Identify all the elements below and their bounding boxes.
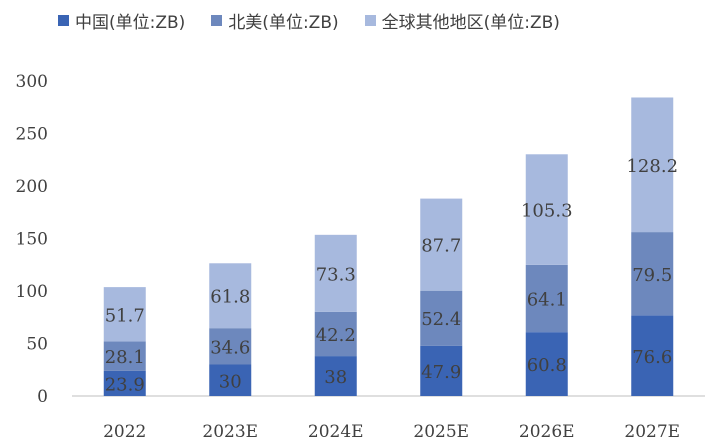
data-label: 23.9 (105, 374, 145, 395)
data-label: 87.7 (421, 236, 461, 257)
data-label: 79.5 (632, 265, 672, 286)
legend-item-north-america: 北美(单位:ZB) (211, 8, 339, 33)
legend-label-rest-of-world: 全球其他地区(单位:ZB) (381, 13, 560, 33)
legend-label-china: 中国(单位:ZB) (75, 13, 186, 33)
data-label: 128.2 (626, 156, 678, 177)
bar-segment (525, 264, 568, 333)
bar-segment (314, 311, 357, 357)
y-tick-label: 200 (16, 177, 48, 197)
bar-segment (209, 328, 252, 365)
chart-legend: 中国(单位:ZB) 北美(单位:ZB) 全球其他地区(单位:ZB) (58, 8, 586, 33)
bar-segment (103, 341, 146, 371)
data-label: 61.8 (210, 287, 250, 308)
bar-segment (631, 232, 674, 316)
legend-item-china: 中国(单位:ZB) (58, 8, 185, 33)
data-label: 51.7 (105, 305, 145, 326)
bar-segment (314, 234, 357, 312)
x-tick-label: 2027E (624, 422, 680, 442)
data-label: 42.2 (316, 325, 356, 346)
x-tick-label: 2022 (103, 422, 146, 442)
bar-segment (525, 154, 568, 265)
bar-segment (209, 364, 252, 396)
x-tick-label: 2025E (413, 422, 469, 442)
legend-swatch-china (58, 15, 69, 26)
legend-label-north-america: 北美(单位:ZB) (228, 13, 339, 33)
bar-segment (420, 290, 463, 346)
data-label: 30 (219, 371, 242, 392)
y-tick-label: 250 (16, 125, 48, 145)
x-tick-label: 2026E (519, 422, 575, 442)
data-label: 64.1 (527, 290, 567, 311)
bar-segment (103, 287, 146, 342)
y-tick-label: 0 (37, 387, 48, 407)
y-tick-label: 150 (16, 230, 48, 250)
x-tick-label: 2023E (202, 422, 258, 442)
x-tick-label: 2024E (308, 422, 364, 442)
bar-segment (209, 263, 252, 329)
legend-swatch-north-america (211, 15, 223, 26)
data-label: 34.6 (210, 337, 250, 358)
bar-segment (631, 315, 674, 396)
y-tick-label: 100 (16, 282, 48, 302)
data-label: 76.6 (632, 347, 672, 368)
data-label: 38 (324, 367, 347, 388)
bar-segment (631, 97, 674, 233)
bar-segment (103, 370, 146, 396)
data-label: 73.3 (316, 264, 356, 285)
bar-segment (525, 332, 568, 396)
bar-segment (420, 345, 463, 396)
bar-segment (420, 198, 463, 291)
legend-swatch-rest-of-world (364, 15, 376, 26)
legend-item-rest-of-world: 全球其他地区(单位:ZB) (364, 8, 560, 33)
data-label: 52.4 (421, 309, 461, 330)
bar-segment (314, 356, 357, 396)
data-label: 28.1 (105, 347, 145, 368)
data-label: 105.3 (521, 201, 573, 222)
data-label: 47.9 (421, 362, 461, 383)
y-tick-label: 300 (16, 72, 48, 92)
data-label: 60.8 (527, 355, 567, 376)
y-tick-label: 50 (26, 335, 48, 355)
